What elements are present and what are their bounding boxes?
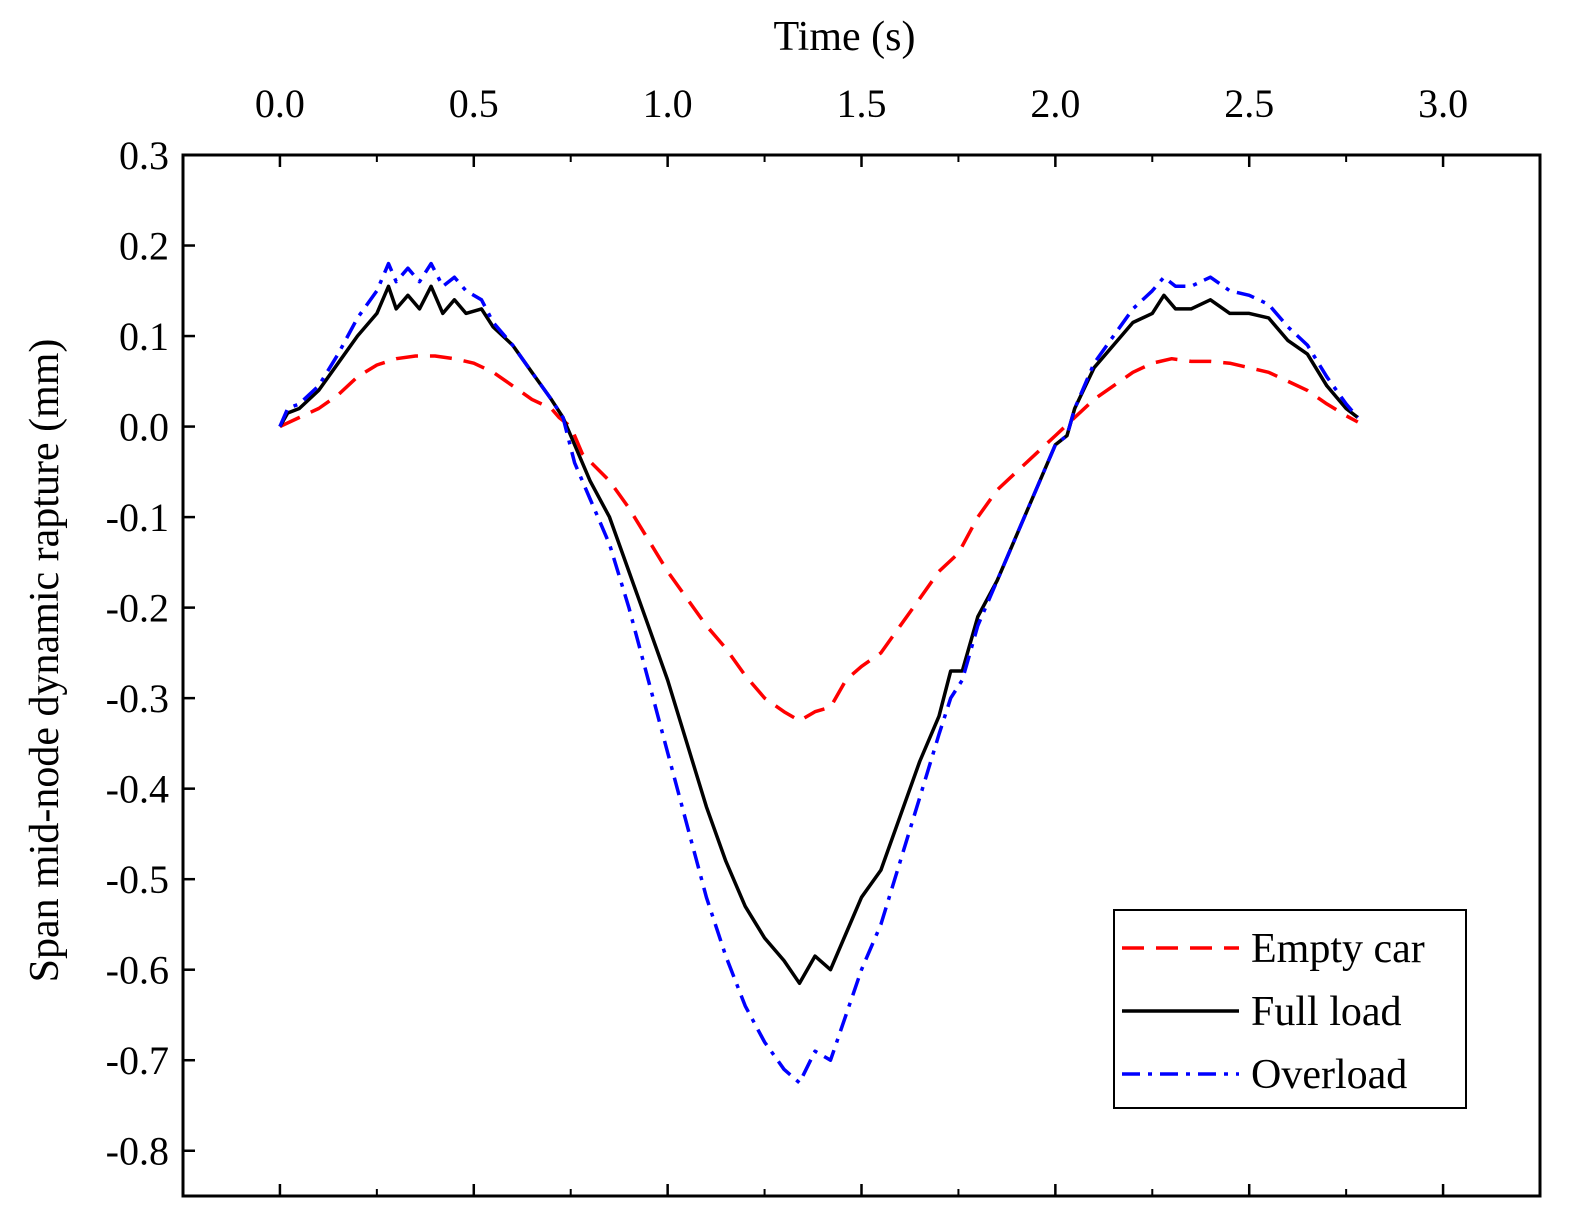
y-tick-label: -0.5 [106, 857, 169, 902]
series-line-full-load [278, 284, 1359, 986]
plot-frame [181, 153, 1542, 1198]
x-tick-label: 1.5 [837, 81, 887, 126]
legend-label: Full load [1251, 989, 1402, 1035]
x-tick-label: 2.0 [1030, 81, 1080, 126]
y-tick-label: -0.4 [106, 767, 169, 812]
y-tick-label: -0.6 [106, 948, 169, 993]
x-tick-label: 2.5 [1224, 81, 1274, 126]
x-tick-label: 0.0 [255, 81, 305, 126]
x-axis-title: Time (s) [774, 14, 916, 60]
legend: Empty car Full load Overload [1113, 909, 1467, 1109]
y-axis-title: Span mid-node dynamic rapture (mm) [22, 339, 68, 983]
series-line-empty-car [279, 354, 1359, 723]
series-layer [278, 261, 1360, 1085]
y-tick-label: -0.8 [106, 1129, 169, 1174]
y-tick-label: 0.3 [119, 133, 169, 178]
y-tick-label: 0.1 [119, 314, 169, 359]
y-tick-label: -0.1 [106, 495, 169, 540]
series-line-overload [278, 261, 1360, 1085]
y-tick-label: -0.7 [106, 1038, 169, 1083]
legend-label: Empty car [1251, 926, 1425, 972]
y-tick-label: -0.2 [106, 586, 169, 631]
legend-label: Overload [1251, 1052, 1407, 1098]
x-tick-label: 3.0 [1418, 81, 1468, 126]
y-tick-label: 0.0 [119, 405, 169, 450]
y-tick-label: -0.3 [106, 676, 169, 721]
y-tick-labels: 0.3 0.2 0.1 0.0 -0.1 -0.2 -0.3 -0.4 -0.5 -0.6 -0.7… [106, 133, 169, 1174]
x-tick-label: 0.5 [449, 81, 499, 126]
x-tick-label: 1.0 [643, 81, 693, 126]
y-tick-label: 0.2 [119, 224, 169, 269]
x-tick-labels: 0.0 0.5 1.0 1.5 2.0 2.5 3.0 [255, 81, 1468, 126]
